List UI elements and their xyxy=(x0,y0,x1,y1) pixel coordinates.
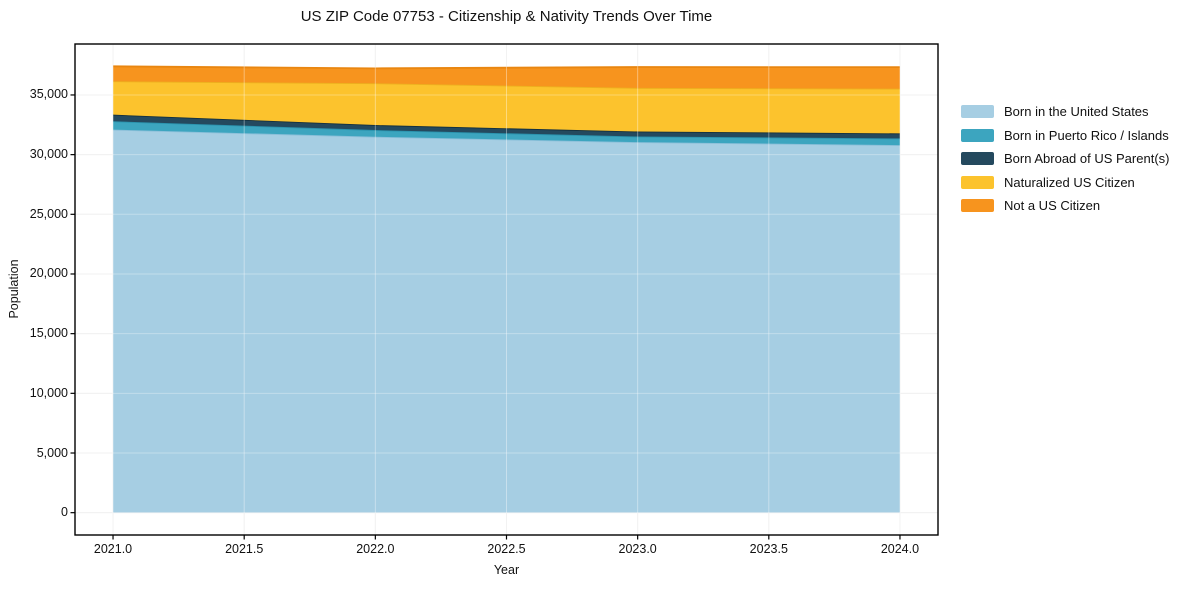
y-tick-label: 30,000 xyxy=(29,147,68,162)
area-layer xyxy=(113,81,900,134)
area-layer xyxy=(113,129,900,513)
legend-swatch xyxy=(961,105,994,119)
y-tick-label: 35,000 xyxy=(29,87,68,102)
legend-item: Naturalized US Citizen xyxy=(961,171,1169,195)
x-axis-title: Year xyxy=(493,563,520,577)
x-tick-label: 2023.5 xyxy=(749,542,788,556)
legend: Born in the United States Born in Puerto … xyxy=(961,100,1169,218)
y-tick-label: 5,000 xyxy=(36,445,68,460)
legend-label: Naturalized US Citizen xyxy=(1004,174,1135,190)
area-layer xyxy=(113,66,900,89)
x-tick-label: 2024.0 xyxy=(880,542,920,556)
legend-swatch xyxy=(961,152,994,166)
x-tick-label: 2021.5 xyxy=(225,542,264,556)
y-tick-label: 10,000 xyxy=(29,385,68,400)
legend-item: Born Abroad of US Parent(s) xyxy=(961,147,1169,171)
legend-item: Born in Puerto Rico / Islands xyxy=(961,124,1169,148)
legend-item: Born in the United States xyxy=(961,100,1169,124)
area-edge-line xyxy=(113,65,900,70)
legend-swatch xyxy=(961,199,994,213)
x-tick-label: 2022.5 xyxy=(487,542,526,556)
legend-swatch xyxy=(961,128,994,142)
legend-swatch xyxy=(961,175,994,189)
y-tick-label: 25,000 xyxy=(29,206,68,221)
x-tick-label: 2022.0 xyxy=(356,542,395,556)
legend-label: Born in the United States xyxy=(1004,104,1149,120)
legend-item: Not a US Citizen xyxy=(961,194,1169,218)
legend-label: Born Abroad of US Parent(s) xyxy=(1004,151,1170,167)
legend-label: Born in Puerto Rico / Islands xyxy=(1004,127,1169,143)
y-tick-label: 15,000 xyxy=(29,326,68,341)
x-tick-label: 2021.0 xyxy=(93,542,133,556)
y-tick-label: 0 xyxy=(61,505,68,520)
chart-title: US ZIP Code 07753 - Citizenship & Nativi… xyxy=(300,8,713,25)
y-tick-label: 20,000 xyxy=(29,266,68,281)
area-layer xyxy=(113,121,900,146)
legend-label: Not a US Citizen xyxy=(1004,198,1101,214)
x-tick-label: 2023.0 xyxy=(618,542,657,556)
